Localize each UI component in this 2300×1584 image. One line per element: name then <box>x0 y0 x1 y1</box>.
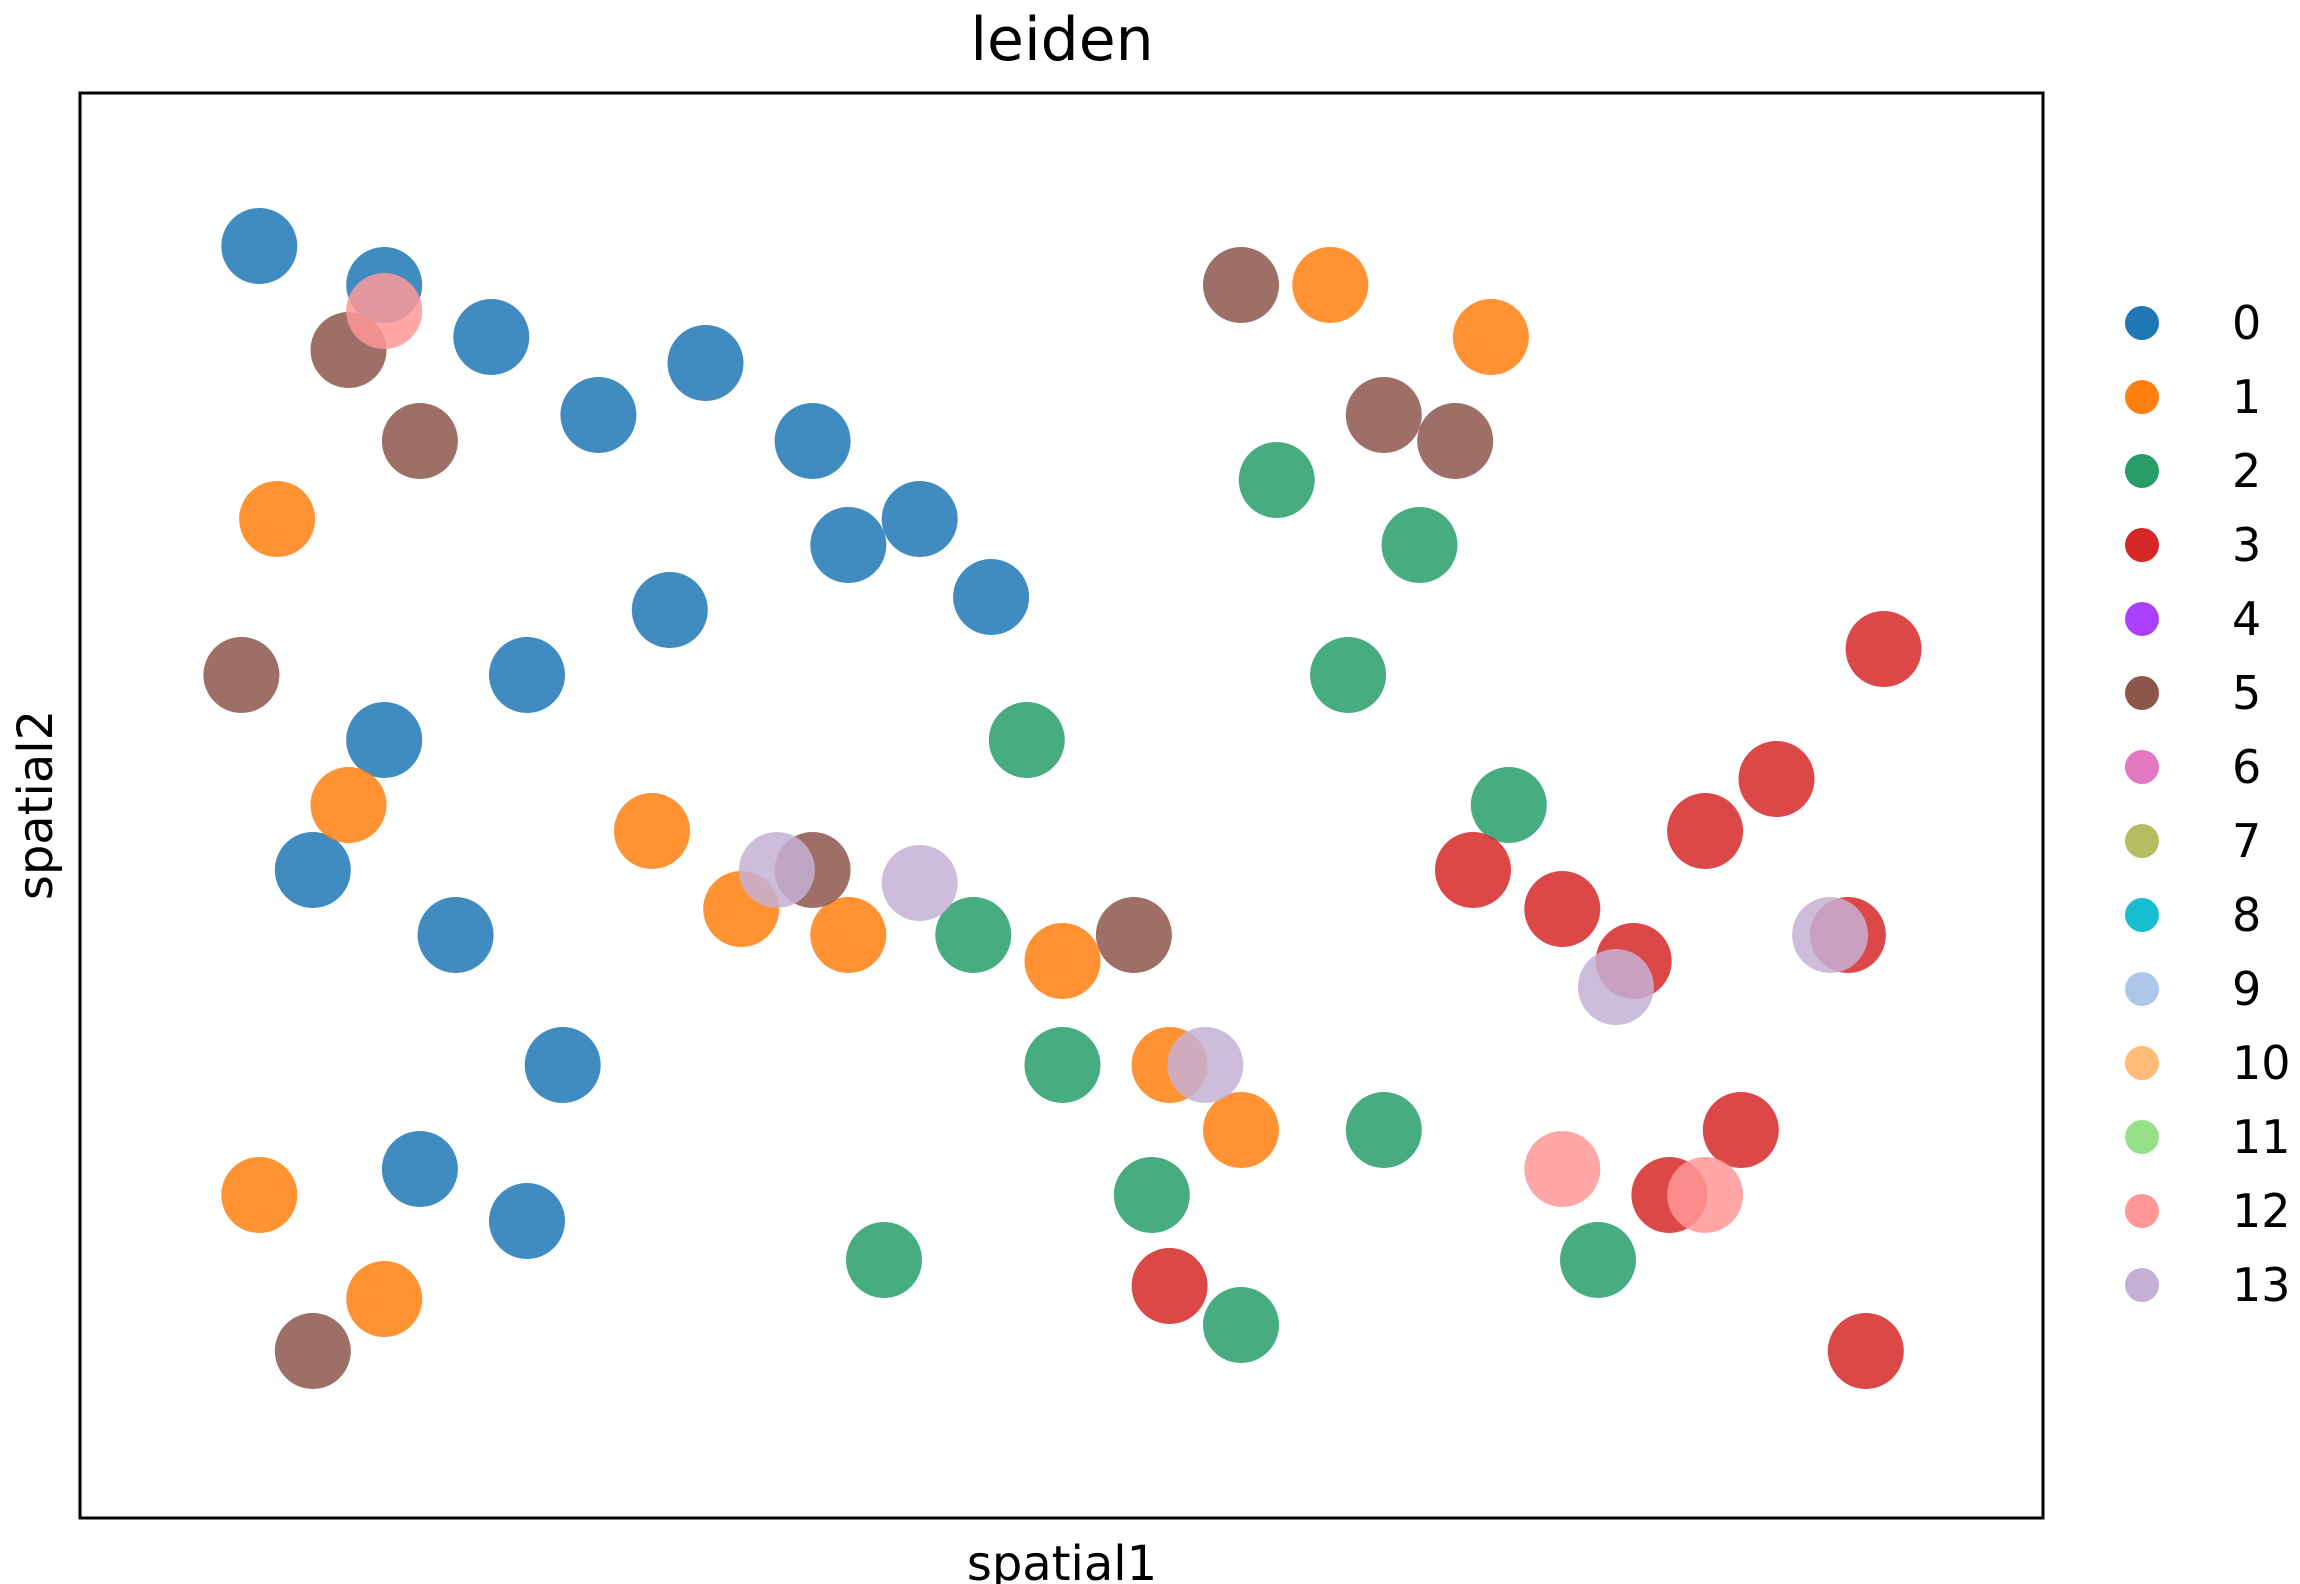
scatter-point-cluster-12 <box>346 273 423 349</box>
legend-marker-10 <box>2125 1046 2159 1080</box>
scatter-point-cluster-0 <box>560 377 637 453</box>
legend-marker-9 <box>2125 972 2159 1006</box>
scatter-point-cluster-3 <box>1738 741 1815 817</box>
legend-label-13: 13 <box>2232 1258 2291 1312</box>
scatter-point-cluster-2 <box>1345 1092 1422 1168</box>
scatter-point-cluster-3 <box>1435 832 1511 908</box>
scatter-point-cluster-2 <box>1113 1157 1190 1233</box>
y-axis-label: spatial2 <box>8 710 64 900</box>
scatter-point-cluster-1 <box>221 1157 298 1233</box>
scatter-points <box>203 208 1922 1389</box>
scatter-point-cluster-0 <box>274 832 351 908</box>
scatter-point-cluster-0 <box>881 481 958 557</box>
legend-label-8: 8 <box>2232 888 2261 942</box>
scatter-point-cluster-2 <box>1024 1027 1101 1103</box>
scatter-point-cluster-2 <box>1470 767 1547 843</box>
legend-label-3: 3 <box>2232 518 2261 572</box>
scatter-point-cluster-13 <box>1792 897 1869 973</box>
legend-marker-4 <box>2125 602 2159 636</box>
scatter-point-cluster-2 <box>988 702 1065 778</box>
scatter-point-cluster-2 <box>935 897 1012 973</box>
scatter-point-cluster-5 <box>274 1313 351 1389</box>
chart-title: leiden <box>970 5 1153 75</box>
scatter-point-cluster-5 <box>203 637 280 713</box>
legend-label-0: 0 <box>2232 296 2261 350</box>
scatter-point-cluster-1 <box>1024 923 1101 999</box>
scatter-point-cluster-2 <box>1238 442 1315 518</box>
scatter-point-cluster-2 <box>1381 507 1458 583</box>
scatter-point-cluster-5 <box>1345 377 1422 453</box>
legend-marker-12 <box>2125 1194 2159 1228</box>
legend-marker-5 <box>2125 676 2159 710</box>
legend-label-7: 7 <box>2232 814 2261 868</box>
scatter-point-cluster-0 <box>810 507 887 583</box>
scatter-point-cluster-13 <box>1167 1027 1244 1103</box>
scatter-point-cluster-2 <box>1203 1287 1279 1363</box>
scatter-point-cluster-5 <box>1095 897 1172 973</box>
legend-marker-6 <box>2125 750 2159 784</box>
scatter-point-cluster-0 <box>953 559 1030 635</box>
scatter-point-cluster-3 <box>1702 1092 1779 1168</box>
scatter-point-cluster-12 <box>1524 1131 1601 1207</box>
scatter-point-cluster-3 <box>1667 793 1744 869</box>
scatter-point-cluster-2 <box>1310 637 1387 713</box>
scatter-point-cluster-3 <box>1827 1313 1904 1389</box>
legend-label-5: 5 <box>2232 666 2261 720</box>
scatter-point-cluster-0 <box>774 403 851 479</box>
legend-marker-3 <box>2125 528 2159 562</box>
legend-label-4: 4 <box>2232 592 2261 646</box>
legend-marker-2 <box>2125 454 2159 488</box>
legend-label-9: 9 <box>2232 962 2261 1016</box>
legend-marker-13 <box>2125 1268 2159 1302</box>
legend-marker-1 <box>2125 380 2159 414</box>
scatter-point-cluster-1 <box>1292 247 1369 323</box>
scatter-point-cluster-1 <box>346 1261 423 1337</box>
scatter-point-cluster-12 <box>1667 1157 1744 1233</box>
legend-label-1: 1 <box>2232 370 2261 424</box>
scatter-point-cluster-1 <box>810 897 887 973</box>
legend-label-11: 11 <box>2232 1110 2291 1164</box>
plot-frame <box>78 91 2045 1520</box>
scatter-point-cluster-1 <box>614 793 690 869</box>
scatter-point-cluster-13 <box>1577 949 1654 1025</box>
scatter-point-cluster-3 <box>1524 871 1601 947</box>
scatter-point-cluster-0 <box>346 702 423 778</box>
scatter-point-cluster-1 <box>310 767 387 843</box>
scatter-point-cluster-5 <box>381 403 458 479</box>
scatter-point-cluster-2 <box>1560 1222 1636 1298</box>
legend-marker-8 <box>2125 898 2159 932</box>
scatter-point-cluster-13 <box>738 832 815 908</box>
scatter-point-cluster-0 <box>453 299 530 375</box>
scatter-point-cluster-0 <box>667 325 744 401</box>
scatter-point-cluster-1 <box>239 481 316 557</box>
legend-label-10: 10 <box>2232 1036 2291 1090</box>
scatter-point-cluster-2 <box>846 1222 922 1298</box>
x-axis-label: spatial1 <box>967 1536 1157 1584</box>
scatter-point-cluster-13 <box>881 845 958 921</box>
scatter-point-cluster-0 <box>417 897 494 973</box>
scatter-point-cluster-3 <box>1131 1248 1208 1324</box>
scatter-point-cluster-0 <box>381 1131 458 1207</box>
legend-label-12: 12 <box>2232 1184 2291 1238</box>
legend-label-6: 6 <box>2232 740 2261 794</box>
legend-marker-0 <box>2125 306 2159 340</box>
scatter-point-cluster-1 <box>1203 1092 1279 1168</box>
scatter-point-cluster-5 <box>1417 403 1494 479</box>
scatter-point-cluster-0 <box>524 1027 601 1103</box>
scatter-point-cluster-0 <box>221 208 298 284</box>
legend-marker-11 <box>2125 1120 2159 1154</box>
scatter-point-cluster-0 <box>631 572 708 648</box>
scatter-point-cluster-5 <box>1203 247 1279 323</box>
scatter-point-cluster-0 <box>489 1183 565 1259</box>
scatter-point-cluster-0 <box>489 637 565 713</box>
legend-label-2: 2 <box>2232 444 2261 498</box>
scatter-point-cluster-1 <box>1452 299 1529 375</box>
scatter-point-cluster-3 <box>1845 611 1922 687</box>
legend-marker-7 <box>2125 824 2159 858</box>
